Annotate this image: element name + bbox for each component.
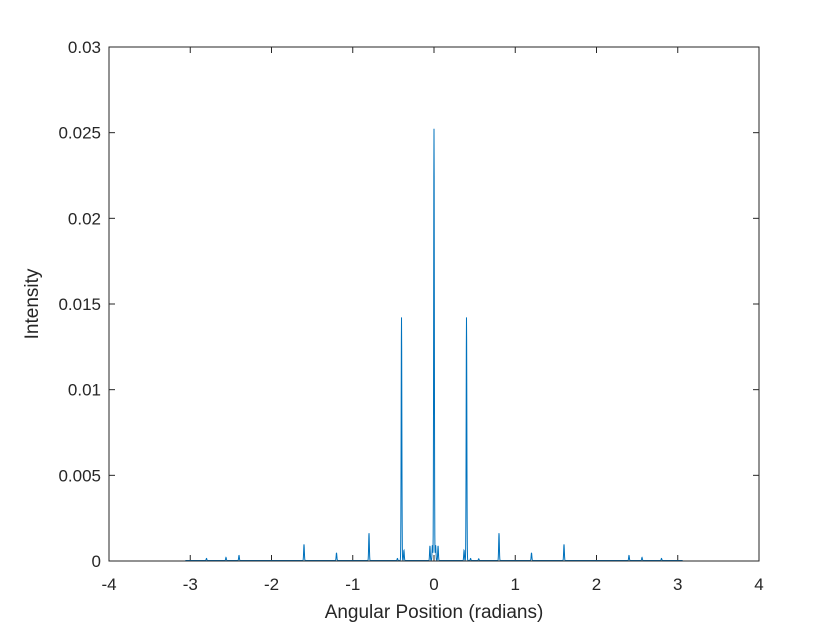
y-tick-label: 0.025 (58, 124, 101, 143)
x-tick-label: -3 (183, 575, 198, 594)
x-tick-label: 2 (592, 575, 601, 594)
x-tick-label: 1 (511, 575, 520, 594)
x-tick-label: -1 (345, 575, 360, 594)
y-tick-label: 0.005 (58, 466, 101, 485)
y-tick-label: 0.01 (68, 381, 101, 400)
y-tick-label: 0 (92, 552, 101, 571)
x-tick-label: 0 (429, 575, 438, 594)
y-tick-label: 0.03 (68, 38, 101, 57)
series-group (185, 128, 683, 562)
plot-box (108, 46, 760, 562)
tick-labels: -4 -3 -2 -1 0 1 2 3 4 0 0.005 0.01 0.015 0.02 0.025 0.0… (58, 38, 763, 594)
y-axis-label: Intensity (22, 268, 43, 339)
y-tick-label: 0.015 (58, 295, 101, 314)
x-tick-label: 3 (673, 575, 682, 594)
x-axis-label: Angular Position (radians) (325, 602, 544, 623)
x-tick-label: -4 (101, 575, 116, 594)
x-tick-label: -2 (264, 575, 279, 594)
intensity-line (185, 128, 683, 562)
x-tick-label: 4 (754, 575, 763, 594)
y-tick-label: 0.02 (68, 209, 101, 228)
